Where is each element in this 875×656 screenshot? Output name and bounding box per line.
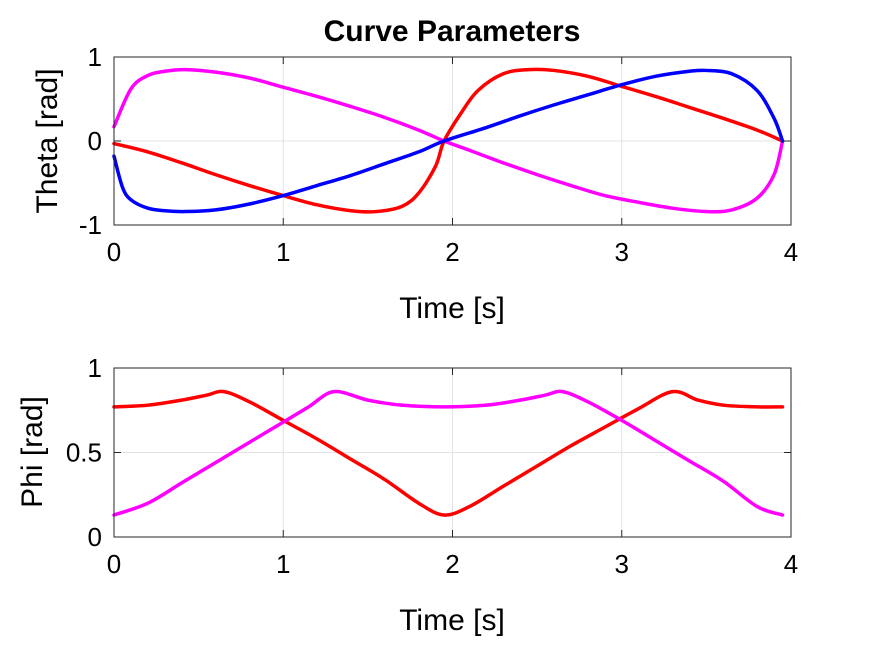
theta-series-line-3: [112, 68, 785, 214]
theta-y-axis-label: Theta [rad]: [31, 68, 64, 213]
phi-x-tick-label: 2: [445, 549, 459, 579]
theta-x-tick-label: 4: [784, 237, 798, 267]
phi-y-axis-label: Phi [rad]: [16, 396, 49, 508]
phi-axes: 0 1 2 3 4 0 0.5 1 Time [s] Phi [rad]: [16, 353, 798, 637]
theta-axes: 0 1 2 3 4-101 Curve Parameters Time [s] Thet…: [31, 15, 798, 325]
theta-y-tick-label: 0: [88, 126, 102, 156]
phi-x-tick-label: 0: [107, 549, 121, 579]
phi-y-tick-label: 0: [88, 522, 102, 552]
phi-x-axis-label: Time [s]: [399, 604, 505, 637]
phi-series-line-1: [112, 389, 785, 517]
chart-title: Curve Parameters: [324, 15, 581, 48]
theta-x-tick-label: 0: [107, 237, 121, 267]
theta-y-tick-label: 1: [88, 42, 102, 72]
theta-series-group: [112, 67, 785, 214]
theta-ticks: 0 1 2 3 4-101: [79, 42, 798, 267]
theta-x-axis-label: Time [s]: [399, 292, 505, 325]
theta-x-tick-label: 2: [445, 237, 459, 267]
phi-series-group: [112, 389, 785, 517]
phi-x-tick-label: 3: [615, 549, 629, 579]
theta-x-tick-label: 1: [276, 237, 290, 267]
phi-series-line-2: [112, 389, 785, 517]
theta-y-tick-label: -1: [79, 210, 102, 240]
phi-x-tick-label: 4: [784, 549, 798, 579]
phi-y-tick-label: 1: [88, 353, 102, 383]
theta-x-tick-label: 3: [615, 237, 629, 267]
phi-y-tick-label: 0.5: [66, 438, 102, 468]
phi-x-tick-label: 1: [276, 549, 290, 579]
phi-ticks: 0 1 2 3 4 0 0.5 1: [66, 353, 798, 579]
